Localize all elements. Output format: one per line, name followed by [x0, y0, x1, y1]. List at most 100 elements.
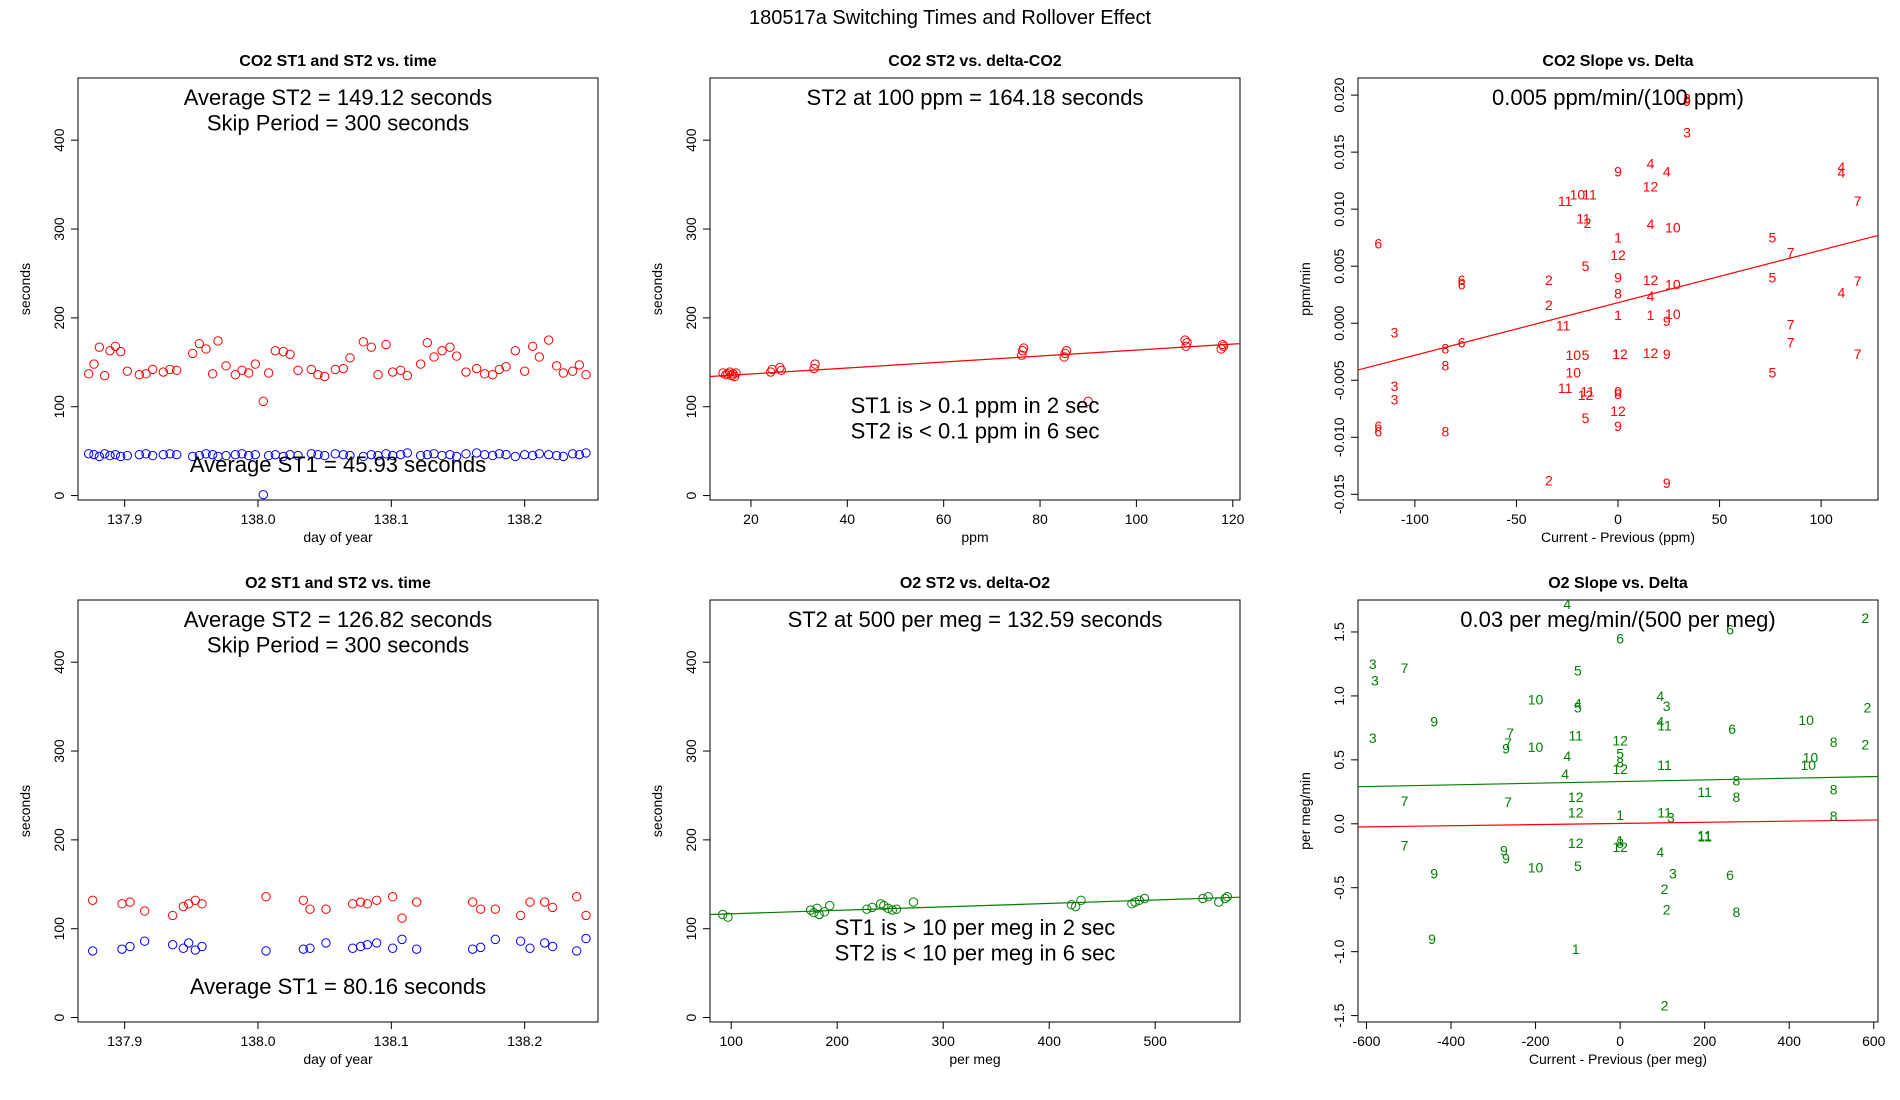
y-tick-label: 0.000: [1331, 305, 1347, 340]
data-point-label: 4: [1647, 156, 1655, 172]
data-point-st2: [411, 897, 422, 907]
data-point-st2: [395, 365, 406, 375]
data-point-label: 6: [1458, 335, 1466, 351]
data-point-st2: [1066, 900, 1077, 910]
data-point-label: 5: [1768, 270, 1776, 286]
x-tick-label: -100: [1401, 511, 1429, 527]
data-point-label: 3: [1391, 324, 1399, 340]
annotation: ST2 is < 10 per meg in 6 sec: [835, 940, 1116, 965]
data-point-st2: [194, 338, 205, 349]
data-point-st2: [1217, 339, 1228, 350]
data-point-st2: [475, 904, 486, 914]
data-point-st2: [1061, 346, 1072, 356]
data-point-st2: [87, 895, 98, 905]
panel-o2-delta: O2 ST2 vs. delta-O2 100 200 300 400 500 per me…: [649, 575, 1241, 1067]
data-point-st1: [237, 449, 247, 459]
data-point-label: 3: [1369, 730, 1377, 746]
data-point-label: 10: [1798, 712, 1814, 728]
data-point-st1: [402, 448, 413, 458]
data-point-label: 2: [1661, 997, 1669, 1013]
data-point-label: 12: [1612, 346, 1628, 362]
data-point-st1: [313, 449, 323, 460]
data-point-label: 7: [1787, 245, 1795, 261]
data-point-st1: [117, 944, 127, 954]
x-tick-label: 200: [826, 1033, 850, 1049]
data-point-st1: [494, 449, 505, 459]
data-point-st1: [87, 946, 98, 956]
fit-line: [1358, 775, 1878, 788]
data-point-label: 7: [1506, 725, 1514, 741]
data-point-st2: [718, 909, 728, 920]
data-point-label: 0: [1614, 384, 1622, 400]
data-point-label: 9: [1614, 164, 1622, 180]
data-point-st2: [887, 905, 898, 915]
data-point-st1: [381, 449, 391, 459]
data-point-label: 7: [1854, 346, 1862, 362]
data-point-st2: [362, 899, 373, 909]
data-point-st2: [776, 365, 787, 375]
data-point-label: 2: [1545, 473, 1553, 489]
data-point-label: 10: [1566, 364, 1582, 380]
data-point-st2: [479, 369, 490, 379]
data-point-st1: [371, 938, 382, 948]
annotation: Skip Period = 300 seconds: [207, 110, 469, 135]
data-point-st2: [187, 348, 198, 359]
data-point-st1: [397, 934, 407, 945]
annotation: 0.03 per meg/min/(500 per meg): [1460, 607, 1776, 632]
y-tick-label: 0: [51, 1013, 67, 1021]
data-point-label: 1: [1572, 941, 1580, 957]
data-point-st1: [122, 450, 133, 461]
data-point-st2: [347, 899, 358, 909]
data-point-st2: [221, 361, 231, 371]
data-point-st2: [387, 892, 398, 902]
data-point-st1: [415, 450, 426, 461]
data-point-st2: [258, 396, 269, 407]
data-point-label: 9: [1428, 931, 1436, 947]
data-point-st2: [83, 369, 94, 379]
data-point-label: 7: [1401, 838, 1409, 854]
data-point-st1: [305, 943, 315, 953]
data-point-st1: [83, 449, 94, 459]
data-point-st2: [358, 337, 369, 347]
data-point-label: 10: [1665, 276, 1681, 292]
y-tick-label: 300: [683, 739, 699, 763]
data-point-st2: [494, 364, 505, 375]
data-point-label: 1: [1647, 307, 1655, 323]
data-point-label: 11: [1697, 784, 1712, 800]
data-point-st2: [355, 897, 366, 907]
x-tick-label: 500: [1144, 1033, 1168, 1049]
data-point-st2: [534, 352, 545, 362]
annotation: Average ST1 = 45.93 seconds: [190, 452, 486, 477]
data-point-st1: [147, 450, 158, 461]
data-point-st2: [567, 366, 578, 376]
data-point-st2: [429, 352, 439, 362]
data-point-st1: [105, 450, 115, 461]
data-point-st1: [387, 943, 398, 953]
data-point-st2: [171, 365, 182, 375]
data-point-st2: [1182, 338, 1192, 348]
x-tick-label: 100: [1809, 511, 1833, 527]
data-point-label: 2: [1545, 297, 1553, 313]
data-point-st1: [171, 449, 182, 460]
data-point-st2: [373, 370, 383, 380]
data-point-label: 1: [1614, 307, 1622, 323]
data-point-st2: [415, 359, 426, 369]
data-point-st2: [115, 346, 126, 357]
data-point-label: 12: [1578, 387, 1594, 403]
data-point-label: 5: [1616, 745, 1624, 761]
data-point-st2: [525, 897, 535, 907]
x-tick-label: 300: [932, 1033, 956, 1049]
data-point-label: 12: [1612, 839, 1628, 855]
x-tick-label: -50: [1506, 511, 1526, 527]
data-point-label: 9: [1502, 850, 1510, 866]
data-point-st2: [814, 909, 824, 920]
data-point-label: 6: [1726, 621, 1734, 637]
data-point-st2: [574, 360, 585, 370]
data-point-label: 6: [1374, 424, 1382, 440]
data-point-label: 4: [1656, 688, 1664, 704]
data-point-label: 2: [1861, 610, 1869, 626]
data-point-label: 8: [1614, 286, 1622, 302]
data-point-st2: [1130, 897, 1140, 907]
x-tick-label: 400: [1778, 1033, 1802, 1049]
